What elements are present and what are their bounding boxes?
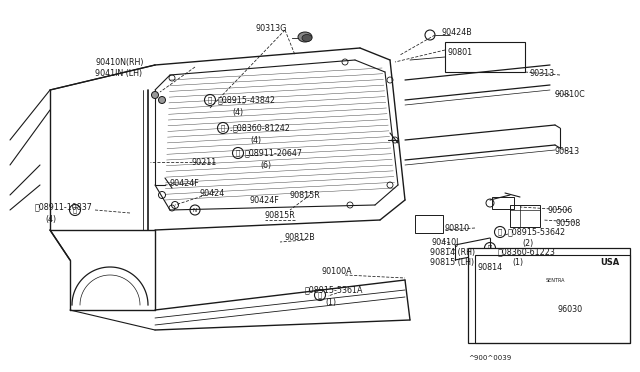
Text: Ⓝ08360-61223: Ⓝ08360-61223 xyxy=(498,247,556,257)
Ellipse shape xyxy=(302,35,312,42)
Text: Ⓥ: Ⓥ xyxy=(208,97,212,103)
Text: Ⓝ: Ⓝ xyxy=(73,207,77,213)
Text: (1): (1) xyxy=(325,298,336,307)
Bar xyxy=(475,255,630,343)
Text: 9041IN (LH): 9041IN (LH) xyxy=(95,68,142,77)
Ellipse shape xyxy=(298,32,312,42)
Text: 90815 (LH): 90815 (LH) xyxy=(430,257,474,266)
Text: 90410N(RH): 90410N(RH) xyxy=(95,58,143,67)
Text: 90815R: 90815R xyxy=(265,211,296,219)
Text: ^900^0039: ^900^0039 xyxy=(468,355,511,361)
Text: SENTRA: SENTRA xyxy=(545,278,564,282)
Text: 90801: 90801 xyxy=(448,48,473,57)
Text: 90424B: 90424B xyxy=(442,28,473,36)
Text: (4): (4) xyxy=(45,215,56,224)
Text: Ⓢ: Ⓢ xyxy=(221,125,225,131)
Bar xyxy=(530,270,580,292)
Bar xyxy=(492,197,514,209)
Text: 90813: 90813 xyxy=(555,147,580,155)
Text: Ⓥ: Ⓥ xyxy=(498,229,502,235)
Text: N: N xyxy=(193,208,197,212)
Text: Ⓢ: Ⓢ xyxy=(488,245,492,251)
Text: (4): (4) xyxy=(232,108,243,116)
Text: 90313: 90313 xyxy=(530,68,555,77)
Circle shape xyxy=(159,96,166,103)
Text: (1): (1) xyxy=(512,259,523,267)
Text: 90814: 90814 xyxy=(478,263,503,272)
Text: 90508: 90508 xyxy=(556,218,581,228)
Bar xyxy=(510,205,540,227)
Text: 90812B: 90812B xyxy=(285,232,316,241)
Text: 90424F: 90424F xyxy=(250,196,280,205)
Text: 90313G: 90313G xyxy=(255,23,286,32)
Text: 90424: 90424 xyxy=(200,189,225,198)
Text: Ⓥ08915-53642: Ⓥ08915-53642 xyxy=(508,228,566,237)
Text: Ⓥ08915-5361A: Ⓥ08915-5361A xyxy=(305,285,364,295)
Text: 96030: 96030 xyxy=(558,305,583,314)
Text: Ⓥ08915-43842: Ⓥ08915-43842 xyxy=(218,96,276,105)
Text: 90815R: 90815R xyxy=(290,190,321,199)
Text: (6): (6) xyxy=(260,160,271,170)
Text: 90410J: 90410J xyxy=(432,237,460,247)
Text: Ⓝ: Ⓝ xyxy=(236,150,240,156)
Bar xyxy=(468,248,630,343)
Text: 90100A: 90100A xyxy=(322,267,353,276)
Text: 90424F: 90424F xyxy=(170,179,200,187)
Text: Ⓝ08911-10837: Ⓝ08911-10837 xyxy=(35,202,93,212)
Text: USA: USA xyxy=(601,258,620,267)
Text: (4): (4) xyxy=(250,135,261,144)
Text: 90814 (RH): 90814 (RH) xyxy=(430,247,475,257)
Text: 90506: 90506 xyxy=(548,205,573,215)
Text: 90211: 90211 xyxy=(192,157,217,167)
Text: (2): (2) xyxy=(522,238,533,247)
Bar xyxy=(445,42,525,72)
Text: 90810C: 90810C xyxy=(555,90,586,99)
Bar xyxy=(415,215,443,233)
Text: Ⓥ: Ⓥ xyxy=(318,292,322,298)
Text: Ⓞ08911-20647: Ⓞ08911-20647 xyxy=(245,148,303,157)
Text: Ⓝ08360-81242: Ⓝ08360-81242 xyxy=(233,124,291,132)
Circle shape xyxy=(152,92,159,99)
Text: 90810: 90810 xyxy=(445,224,470,232)
